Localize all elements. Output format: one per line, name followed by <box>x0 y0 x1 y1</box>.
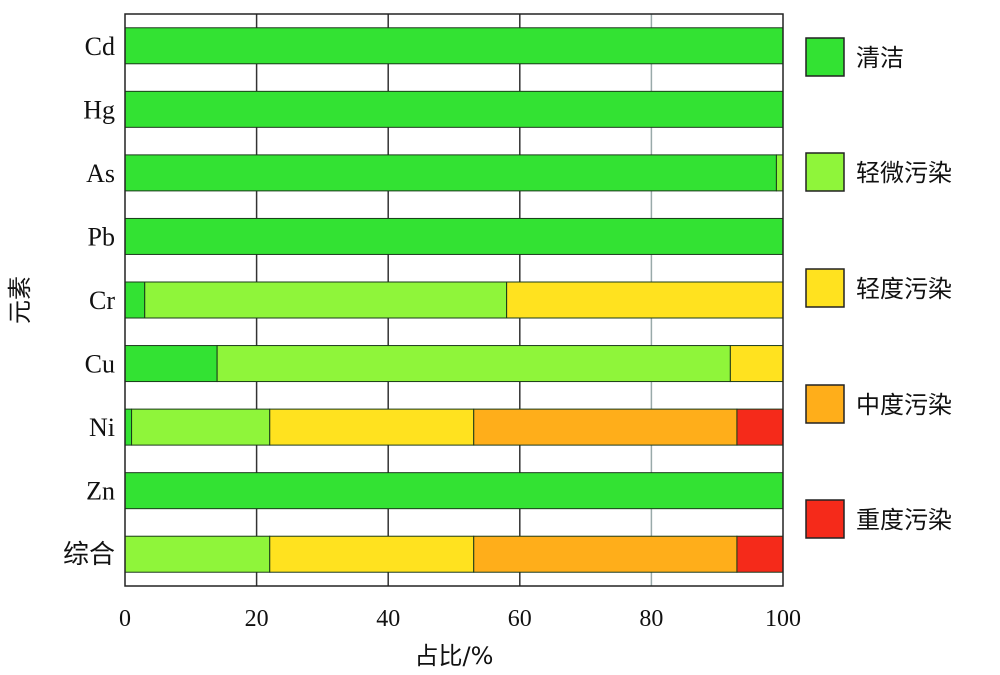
legend-swatch <box>805 384 845 424</box>
category-label: Cd <box>85 32 115 61</box>
y-axis: Cd Hg As Pb Cr Cu Ni Zn 综合 <box>63 32 115 569</box>
bar-segment <box>473 535 738 573</box>
x-axis: 0 20 40 60 80 100 <box>119 606 801 632</box>
x-tick-label: 60 <box>508 606 532 632</box>
bar-segment <box>736 535 784 573</box>
category-label: 综合 <box>63 540 115 569</box>
bar-segment <box>144 281 508 319</box>
x-tick-label: 100 <box>765 606 801 632</box>
category-label: Cr <box>89 286 115 315</box>
category-label: Cu <box>85 350 115 379</box>
legend-swatch <box>805 152 845 192</box>
y-axis-title: 元素 <box>6 276 34 324</box>
x-tick-label: 80 <box>639 606 663 632</box>
bar-segment <box>124 90 784 128</box>
legend-label: 轻微污染 <box>856 159 952 187</box>
bar-segment <box>729 345 784 383</box>
bar-segment <box>124 408 133 446</box>
legend-swatch <box>805 499 845 539</box>
bar-segment <box>124 154 777 192</box>
bar-segment <box>124 472 784 510</box>
x-tick-label: 20 <box>245 606 269 632</box>
legend-label: 清洁 <box>856 44 904 72</box>
x-axis-title: 占比/% <box>415 642 494 670</box>
bar-segment <box>131 408 271 446</box>
category-label: Ni <box>89 413 115 442</box>
bar-segment <box>473 408 738 446</box>
bar-segment <box>124 281 146 319</box>
bars-layer <box>124 27 784 573</box>
bar-segment <box>736 408 784 446</box>
bar-segment <box>269 408 475 446</box>
legend-label: 轻度污染 <box>856 275 952 303</box>
x-tick-label: 40 <box>376 606 400 632</box>
bar-segment <box>124 217 784 255</box>
plot-frame <box>124 13 784 587</box>
category-label: Hg <box>83 95 115 124</box>
bar-segment <box>775 154 784 192</box>
x-tick-label: 0 <box>119 606 131 632</box>
bar-segment <box>124 535 271 573</box>
bar-segment <box>506 281 784 319</box>
legend-label: 中度污染 <box>856 391 952 419</box>
bar-segment <box>216 345 731 383</box>
legend-swatch <box>805 37 845 77</box>
legend-swatch <box>805 268 845 308</box>
category-label: As <box>86 159 115 188</box>
category-label: Pb <box>88 222 115 251</box>
bar-segment <box>124 345 218 383</box>
legend-label: 重度污染 <box>856 506 952 534</box>
category-label: Zn <box>86 477 115 506</box>
bar-segment <box>269 535 475 573</box>
bar-segment <box>124 27 784 65</box>
